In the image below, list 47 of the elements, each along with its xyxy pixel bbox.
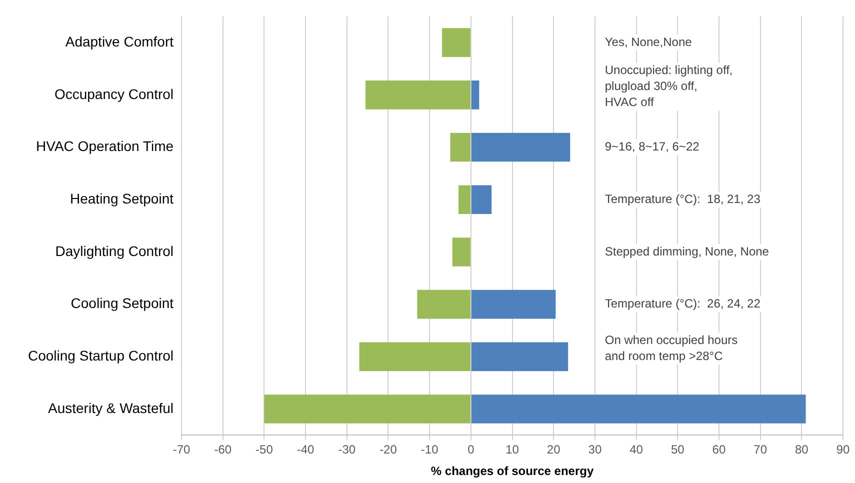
x-tick-label: 70	[754, 442, 768, 457]
x-tick-label: 0	[468, 442, 475, 457]
bar	[471, 290, 556, 319]
bar	[442, 28, 470, 57]
x-tick-label: 20	[546, 442, 561, 457]
x-tick-label: 80	[794, 442, 809, 457]
x-tick-label: 50	[670, 442, 685, 457]
y-tick-label: Heating Setpoint	[70, 190, 174, 206]
x-tick-label: -50	[256, 442, 274, 457]
x-tick-label: 40	[630, 442, 644, 457]
x-tick-label: -10	[420, 442, 439, 457]
bar	[264, 394, 470, 424]
annotation: Temperature (°C): 26, 24, 22	[604, 296, 761, 311]
x-tick-label: 10	[506, 442, 520, 457]
x-tick-label: 30	[588, 442, 602, 457]
x-axis-title: % changes of source energy	[430, 464, 594, 478]
annotation: Stepped dimming, None, None	[604, 244, 770, 258]
y-tick-label: Daylighting Control	[55, 242, 174, 259]
bar	[458, 185, 470, 214]
bar	[359, 342, 470, 372]
bar	[365, 80, 470, 110]
x-tick-label: -30	[338, 442, 356, 457]
bar	[471, 342, 568, 372]
bar	[471, 185, 492, 214]
bar	[417, 290, 470, 319]
bar	[471, 132, 570, 162]
x-tick-label: -70	[172, 442, 191, 457]
y-tick-label: Cooling Setpoint	[70, 295, 174, 312]
x-tick-label: 60	[712, 442, 726, 457]
annotation: Temperature (°C): 18, 21, 23	[604, 192, 761, 206]
y-tick-label: Occupancy Control	[54, 86, 174, 102]
y-tick-label: Austerity & Wasteful	[48, 400, 174, 416]
x-tick-label: -40	[296, 442, 315, 457]
annotation: Yes, None,None	[604, 34, 692, 49]
annotation: Unoccupied: lighting off, plugload 30% off, HVAC off	[604, 63, 733, 110]
y-tick-label: Adaptive Comfort	[65, 33, 174, 50]
y-tick-label: Cooling Startup Control	[28, 348, 174, 364]
annotation: 9~16, 8~17, 6~22	[604, 140, 700, 154]
bar	[471, 394, 806, 424]
bar	[450, 132, 470, 162]
x-tick-label: -60	[214, 442, 232, 457]
x-tick-label: 90	[836, 442, 850, 457]
y-tick-label: HVAC Operation Time	[36, 138, 174, 154]
x-tick-label: -20	[380, 442, 398, 457]
bar	[471, 80, 480, 110]
bar	[452, 238, 470, 266]
annotation: On when occupied hours and room temp >28°C	[604, 332, 738, 363]
